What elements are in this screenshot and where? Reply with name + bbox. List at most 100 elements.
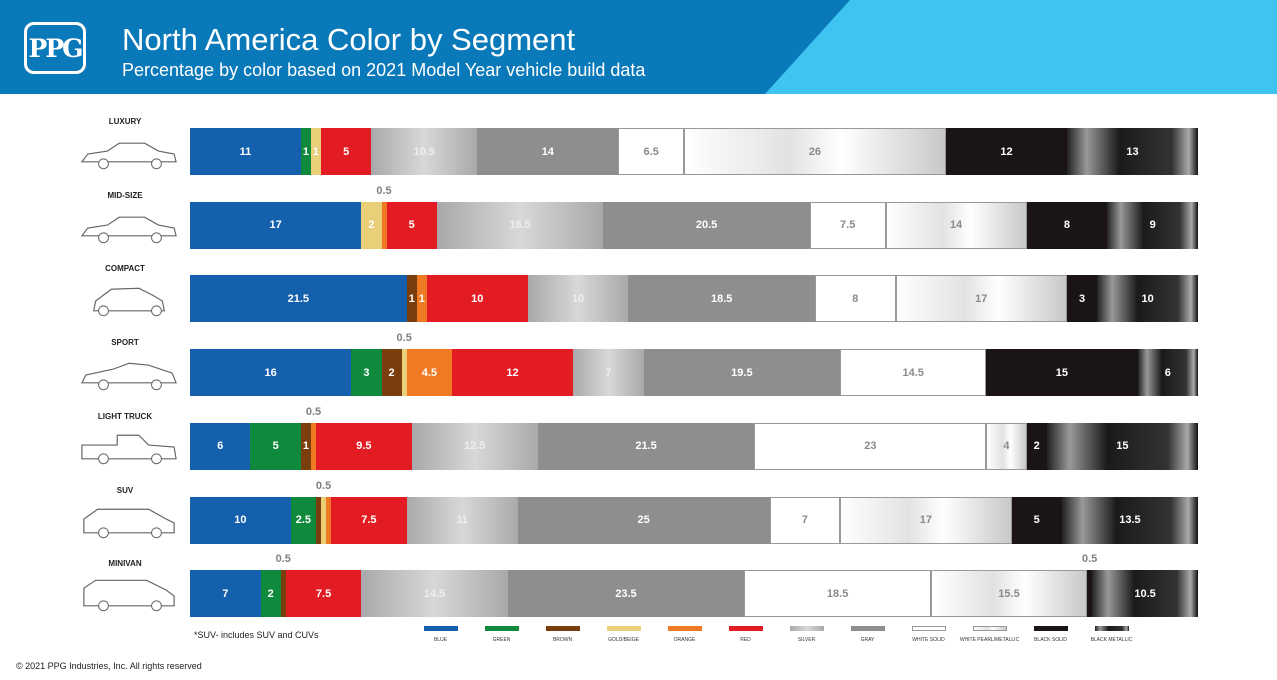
bar-segment-black-solid [1087, 570, 1093, 618]
bar-segment-red: 7.5 [285, 570, 362, 618]
legend-swatch [423, 626, 458, 631]
bar-segment-black-solid: 5 [1011, 496, 1062, 544]
bar-sport: 16 3 2 0.5 4.5 12 7 19.5 14.5 15 6 [190, 332, 1198, 397]
legend-item: GOLD/BEIGE [593, 626, 654, 643]
bar-light-truck: 6 5 1 0.5 9.5 12.5 21.5 23 4 2 15 [190, 406, 1198, 470]
bar-segment-gold-beige: 1 [310, 128, 322, 175]
van-car-icon [83, 579, 175, 612]
segment-label: MID-SIZE [107, 190, 143, 200]
bar-segment-green: 2 [260, 570, 281, 618]
sedan-car-icon [80, 216, 177, 243]
bar-segment-orange: 1 [416, 275, 427, 323]
bar-segment-blue: 21.5 [190, 275, 407, 323]
bar-segment-blue: 17 [190, 201, 362, 249]
header-accent [765, 0, 1277, 94]
bar-segment-black-metallic: 9 [1107, 201, 1198, 249]
bar-segment-silver: 16.5 [436, 201, 604, 249]
bar-segment-white-solid: 14.5 [840, 349, 987, 397]
bar-segment-silver: 11 [406, 496, 518, 544]
bar-segment-white-solid: 7 [769, 496, 841, 544]
legend-label: BLUE [433, 637, 448, 643]
bar-suv: 10 2.5 0.5 7.5 11 25 7 17 5 13.5 [190, 480, 1198, 544]
segment-label: COMPACT [105, 264, 145, 274]
bar-segment-white-pearl-metallic: 17 [895, 275, 1067, 323]
bar-segment-black-metallic: 10.5 [1092, 570, 1198, 618]
legend-label: GRAY [860, 637, 875, 643]
bar-segment-gray: 14 [477, 128, 619, 175]
bar-segment-black-metallic: 6 [1137, 349, 1198, 397]
bar-luxury: 11 1 1 5 10.5 14 6.5 26 12 13 [190, 128, 1198, 175]
bar-segment-gray: 25 [517, 496, 770, 544]
legend-item: GREEN [471, 626, 532, 643]
data-label-callout: 0.5 [315, 479, 332, 492]
legend-item: WHITE PEARL/METALLIC [959, 626, 1020, 643]
legend-item: BLUE [410, 626, 471, 643]
sport-car-icon [80, 362, 177, 391]
legend-swatch [1033, 626, 1068, 631]
bar-segment-green: 1 [300, 128, 311, 175]
bar-segment-silver: 10.5 [371, 128, 478, 175]
legend-swatch [728, 626, 763, 631]
legend-label: ORANGE [673, 637, 696, 643]
legend-item: WHITE SOLID [898, 626, 959, 643]
bar-segment-silver: 12.5 [411, 422, 538, 470]
bar-segment-silver: 10 [527, 275, 629, 323]
suv-car-icon [83, 508, 175, 538]
ppg-logo: PPG [24, 22, 86, 74]
legend-item: BLACK METALLIC [1081, 626, 1142, 643]
bar-segment-black-solid: 15 [986, 349, 1138, 397]
legend-item: RED [715, 626, 776, 643]
legend-label: GOLD/BEIGE [608, 637, 639, 643]
bar-segment-gray: 19.5 [643, 349, 841, 397]
bar-segment-white-pearl-metallic: 14 [885, 201, 1027, 249]
bar-segment-red: 12 [452, 349, 574, 397]
segment-label: SPORT [111, 338, 139, 348]
bar-segment-white-solid: 7.5 [809, 201, 886, 249]
sedan-car-icon [80, 142, 177, 170]
bar-segment-green: 5 [250, 422, 301, 470]
bar-segment-gray: 23.5 [507, 570, 745, 618]
chart-subtitle: Percentage by color based on 2021 Model … [122, 60, 646, 80]
legend-item: GRAY [837, 626, 898, 643]
bar-segment-blue: 7 [190, 570, 261, 618]
bar-segment-black-solid: 8 [1026, 201, 1108, 249]
segment-label: SUV [116, 485, 134, 495]
legend-swatch [545, 626, 580, 631]
bar-segment-black-metallic: 10 [1097, 275, 1198, 323]
bar-segment-silver: 14.5 [361, 570, 508, 618]
bar-segment-gray: 20.5 [603, 201, 810, 249]
bar-segment-gray: 21.5 [537, 422, 755, 470]
bar-segment-orange [326, 496, 332, 544]
bar-segment-white-solid: 18.5 [744, 570, 931, 618]
data-label-callout: 0.5 [1081, 553, 1098, 566]
legend-label: BLACK SOLID [1034, 637, 1067, 643]
bar-segment-blue: 16 [190, 349, 352, 397]
bar-segment-black-metallic: 13.5 [1061, 496, 1198, 544]
bar-segment-gold-beige [401, 349, 407, 397]
bar-minivan: 7 2 0.5 7.5 14.5 23.5 18.5 15.5 0.5 10.5 [190, 553, 1198, 618]
bar-segment-brown [316, 496, 322, 544]
legend-label: SILVER [797, 637, 816, 643]
legend-swatch [667, 626, 702, 631]
bar-segment-silver: 7 [573, 349, 644, 397]
data-label-callout: 0.5 [275, 553, 291, 566]
bar-segment-red: 5 [386, 201, 437, 249]
legend-item: BROWN [532, 626, 593, 643]
bar-segment-black-solid: 3 [1066, 275, 1098, 323]
bar-segment-red: 5 [321, 128, 372, 175]
bar-segment-white-pearl-metallic: 4 [986, 422, 1027, 470]
legend-label: WHITE SOLID [912, 637, 945, 643]
segment-label: MINIVAN [108, 559, 142, 569]
legend-item: BLACK SOLID [1020, 626, 1081, 643]
bar-segment-orange: 4.5 [406, 349, 453, 397]
bar-segment-white-pearl-metallic: 26 [683, 128, 946, 175]
legend-swatch [972, 626, 1007, 631]
bar-segment-blue: 10 [190, 496, 291, 544]
bar-segment-red: 7.5 [331, 496, 407, 544]
bar-segment-white-pearl-metallic: 15.5 [930, 570, 1088, 618]
legend: BLUE GREEN BROWN GOLD/BEIGE ORANGE RED SILVER G… [410, 626, 1142, 643]
bar-mid-size: 17 2 0.5 5 16.5 20.5 7.5 14 8 9 [190, 185, 1198, 249]
legend-item: SILVER [776, 626, 837, 643]
bar-segment-gray: 18.5 [628, 275, 815, 323]
bar-segment-white-solid: 8 [814, 275, 896, 323]
